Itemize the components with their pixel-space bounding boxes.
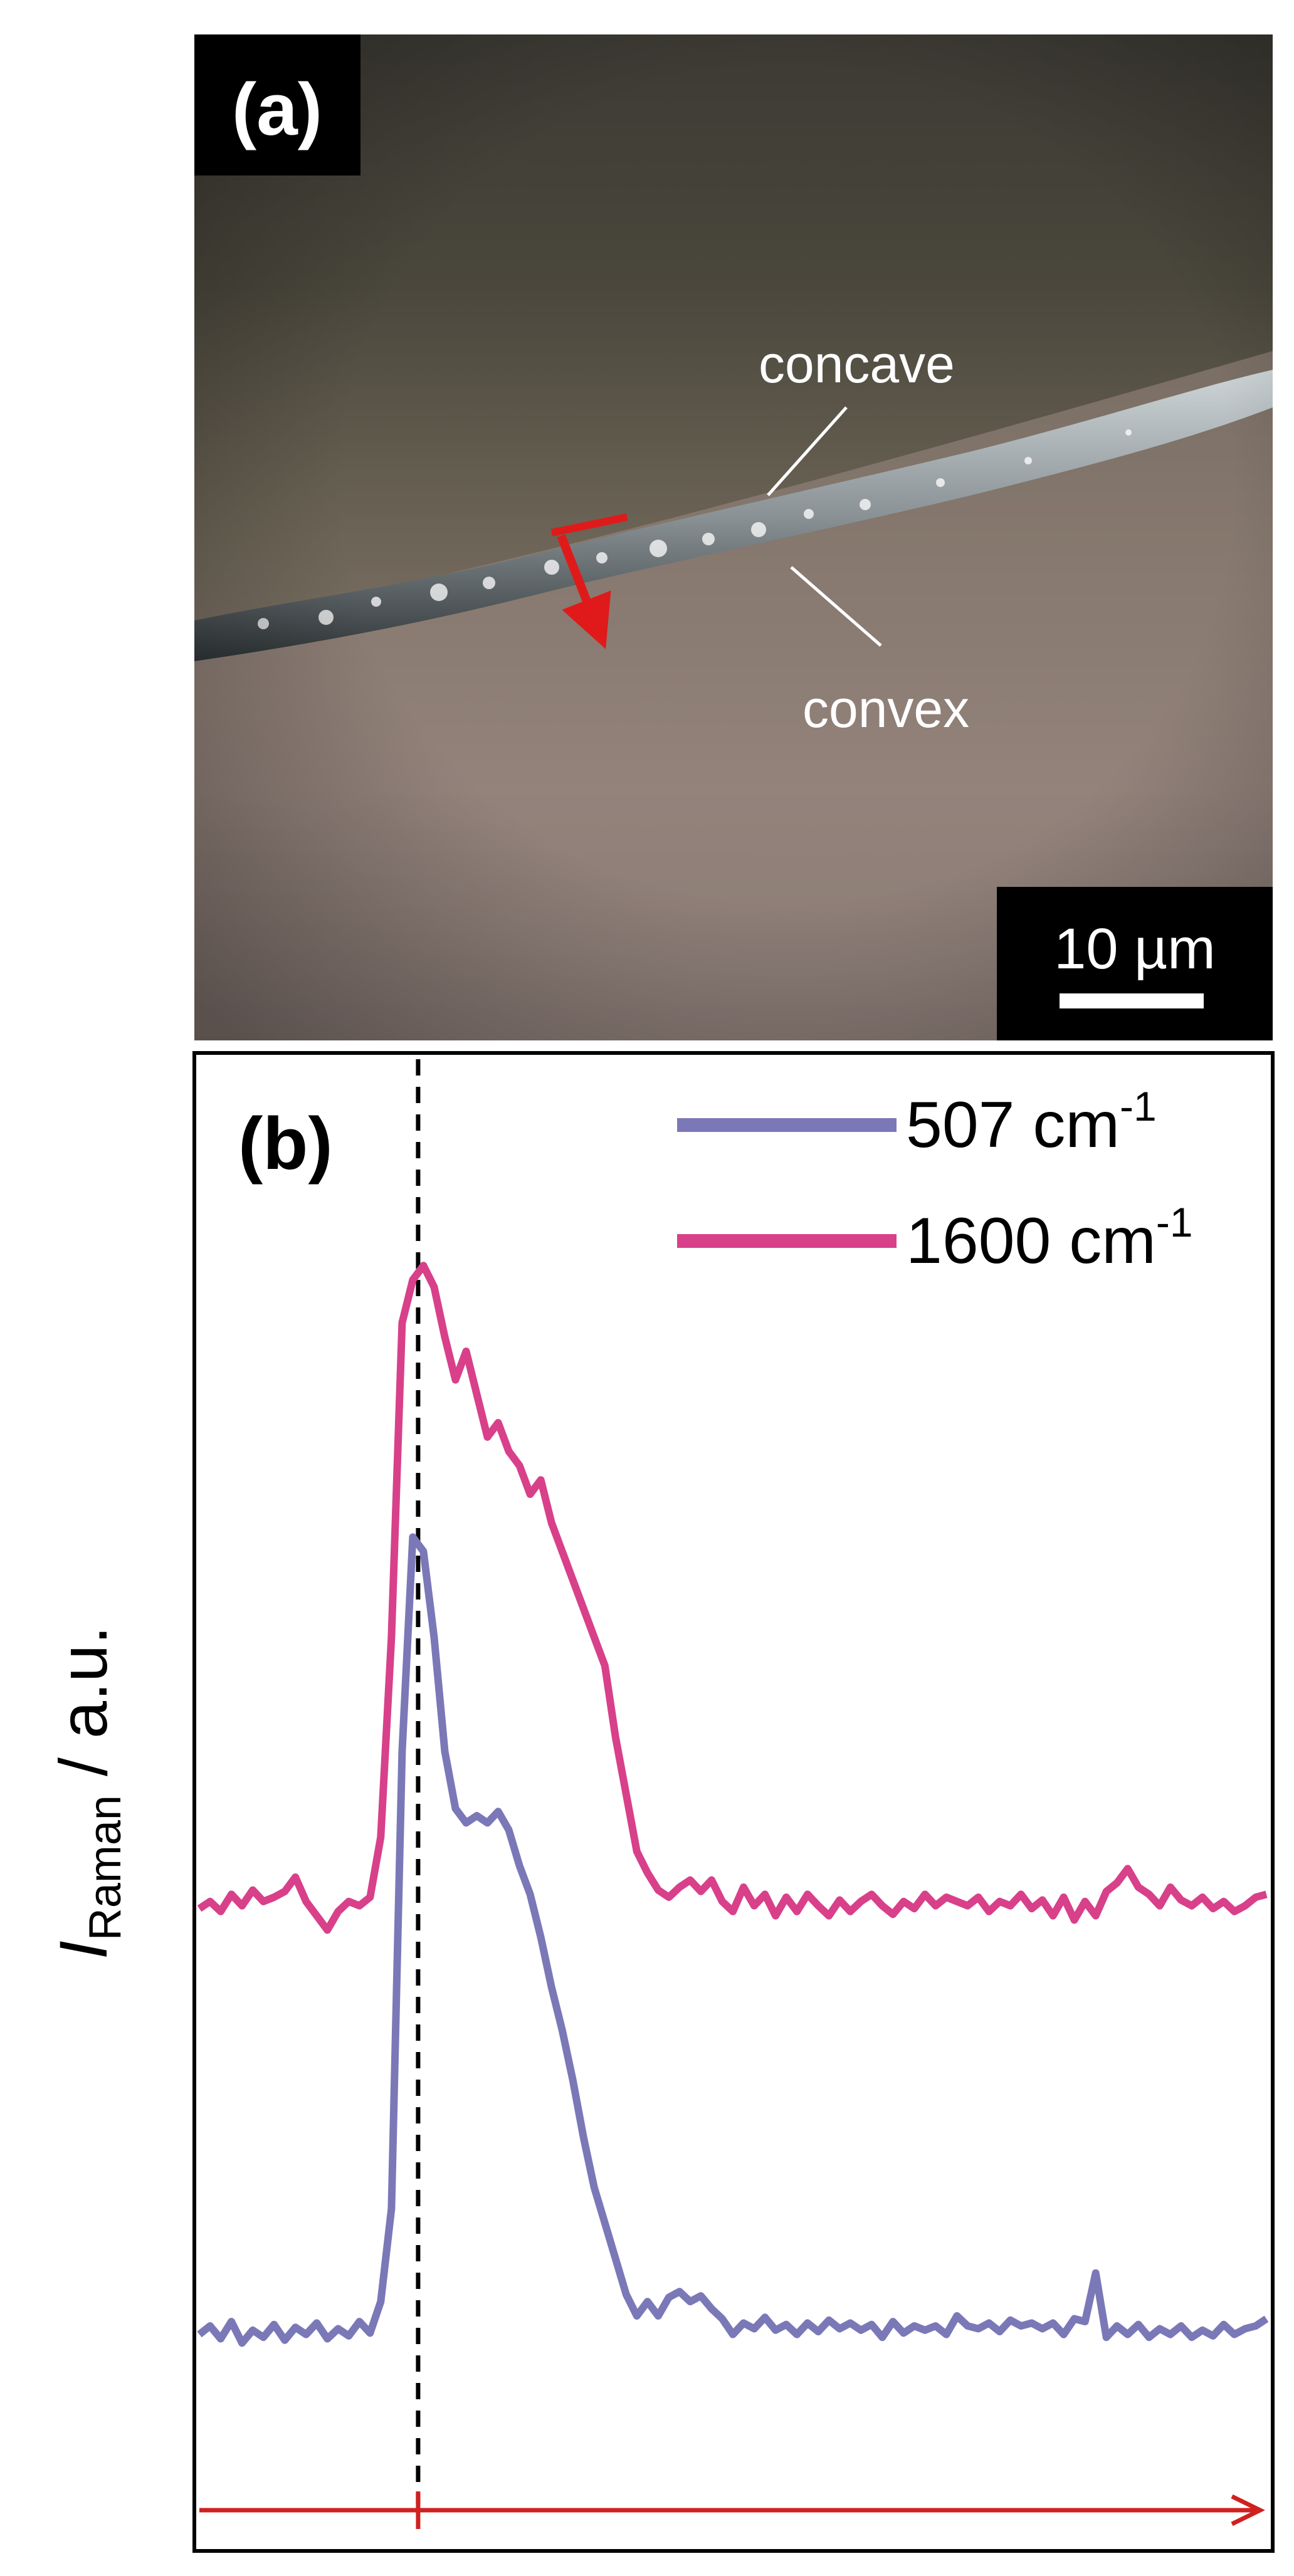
series-layer bbox=[197, 1262, 1269, 2347]
y-axis-label-main: I bbox=[45, 1940, 121, 1959]
series-line-507 bbox=[197, 1533, 1269, 2347]
concave-pointer bbox=[767, 406, 848, 496]
legend: 507 cm-1 1600 cm-1 bbox=[677, 1083, 1193, 1277]
convex-annotation: convex bbox=[802, 679, 969, 738]
scale-bar bbox=[1060, 993, 1204, 1008]
scale-bar-box bbox=[997, 887, 1273, 1040]
y-axis-label-rest: / a.u. bbox=[45, 1626, 121, 1795]
scan-axis-arrowhead bbox=[1231, 2494, 1265, 2526]
legend-label-1600: 1600 cm-1 bbox=[906, 1199, 1193, 1277]
y-axis-label: IRaman / a.u. bbox=[45, 1626, 130, 1959]
series-line-1600 bbox=[197, 1262, 1268, 1934]
scan-crossbar bbox=[550, 513, 628, 537]
concave-annotation: concave bbox=[759, 335, 955, 394]
panel-b-label: (b) bbox=[238, 1102, 333, 1185]
micrograph-vignette bbox=[194, 34, 1273, 1040]
scale-bar-label: 10 µm bbox=[1054, 917, 1216, 981]
panel-a-label-box bbox=[194, 34, 360, 175]
convex-pointer bbox=[790, 566, 882, 647]
panel-a-label: (a) bbox=[232, 68, 322, 151]
scan-direction-arrow bbox=[557, 534, 611, 649]
y-axis-label-sub: Raman bbox=[80, 1795, 130, 1940]
panel-a: (a) concave convex 10 µm bbox=[194, 34, 1273, 1040]
legend-label-507: 507 cm-1 bbox=[906, 1083, 1157, 1161]
panel-b: (b) IRaman / a.u. 507 cm-1 1600 cm-1 bbox=[45, 1051, 1275, 2553]
